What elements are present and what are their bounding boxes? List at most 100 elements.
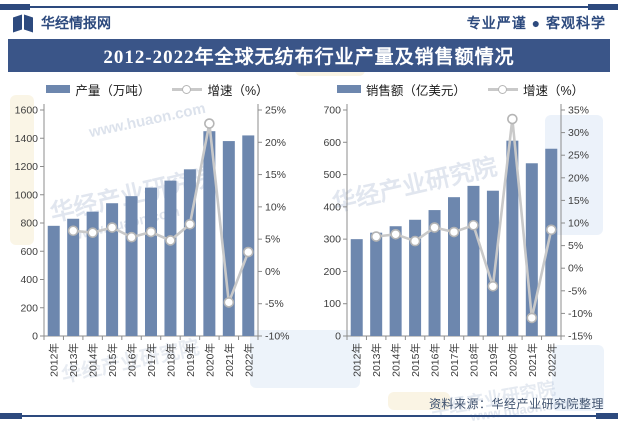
bottom-axis: [43, 336, 259, 340]
svg-text:30%: 30%: [568, 127, 589, 139]
bar: [389, 226, 402, 336]
legend-item-sales-growth: 增速（%）: [487, 80, 584, 99]
right-axis: -10% -5% 0% 5% 10% 15% 20% 25%: [258, 105, 290, 343]
svg-text:-5%: -5%: [568, 285, 587, 297]
production-legend: 产量（万吨） 增速（%）: [6, 78, 309, 100]
marker: [526, 312, 538, 324]
production-chart: 0 200 400 600 800 1000 1200 1400 1600 -10% -5% 0% 5%…: [15, 104, 290, 377]
right-axis: -15% -10% -5% 0% 5% 10% 15% 20% 25% 30% 35%: [561, 105, 593, 343]
background-blob: [388, 392, 450, 410]
svg-text:2018年: 2018年: [467, 343, 480, 377]
marker: [468, 219, 479, 231]
svg-text:-15%: -15%: [568, 331, 593, 343]
svg-text:2021年: 2021年: [526, 343, 539, 377]
svg-text:200: 200: [20, 302, 38, 314]
marker: [87, 227, 98, 238]
marker: [126, 231, 137, 243]
growth-line: [73, 123, 250, 303]
svg-text:2022年: 2022年: [545, 343, 558, 377]
left-axis: 0 100 200 300 400 500 600 700: [323, 105, 347, 343]
svg-text:5%: 5%: [265, 234, 280, 246]
svg-text:2016年: 2016年: [429, 343, 442, 377]
source-note: 资料来源：华经产业研究院整理: [428, 397, 604, 411]
svg-text:10%: 10%: [568, 218, 589, 230]
legend-item-sales: 销售额（亿美元）: [336, 80, 466, 99]
marker: [545, 224, 557, 236]
svg-text:500: 500: [323, 169, 341, 181]
svg-text:2022年: 2022年: [242, 343, 255, 377]
plot: 0 100 200 300 400 500 600 700 -15% -10% -5% 0% 5% 10%…: [323, 104, 593, 377]
bottom-divider-left-block: [0, 413, 22, 419]
svg-text:600: 600: [323, 137, 341, 149]
svg-text:700: 700: [323, 105, 341, 117]
plot: 0 200 400 600 800 1000 1200 1400 1600 -10% -5% 0% 5%…: [15, 104, 290, 377]
bar: [409, 219, 422, 336]
svg-text:35%: 35%: [568, 105, 589, 117]
bar: [370, 232, 383, 336]
svg-text:-10%: -10%: [568, 308, 593, 320]
svg-text:800: 800: [20, 218, 38, 230]
legend-label: 销售额（亿美元）: [365, 83, 466, 98]
category-labels: 2012年 2013年 2014年 2015年 2016年 2017年 2018年 2019年…: [48, 343, 256, 377]
bars: [350, 140, 558, 336]
svg-text:600: 600: [20, 246, 38, 258]
marker: [370, 231, 382, 242]
line-swatch-icon: [487, 84, 518, 94]
svg-text:2020年: 2020年: [203, 343, 216, 377]
svg-text:300: 300: [323, 234, 341, 246]
bottom-divider: [0, 413, 618, 419]
svg-text:2012年: 2012年: [351, 343, 364, 377]
svg-text:2016年: 2016年: [126, 343, 139, 377]
sales-chart-panel: 销售额（亿美元） 增速（%） 0 100 200 300 400 500 600 700 -15…: [309, 78, 612, 396]
charts-row: 产量（万吨） 增速（%） 0 200 400 600 800 1000 1200 1400 16…: [0, 78, 618, 396]
background-blob: [10, 95, 34, 245]
marker: [223, 297, 235, 308]
bar: [350, 239, 363, 336]
svg-text:5%: 5%: [568, 240, 583, 252]
marker: [390, 229, 401, 240]
bar: [125, 196, 138, 336]
bar: [47, 225, 60, 336]
bar: [448, 197, 460, 336]
production-chart-panel: 产量（万吨） 增速（%） 0 200 400 600 800 1000 1200 1400 16…: [6, 78, 309, 396]
marker: [184, 218, 196, 230]
svg-text:400: 400: [323, 201, 341, 213]
bar: [486, 190, 499, 336]
svg-text:0%: 0%: [568, 263, 583, 275]
top-divider-left-block: [0, 4, 30, 10]
svg-text:-10%: -10%: [265, 331, 290, 343]
svg-text:1600: 1600: [15, 105, 39, 117]
bar-swatch-icon: [336, 85, 361, 93]
bottom-axis: [346, 336, 562, 340]
svg-text:2015年: 2015年: [106, 343, 119, 377]
brand-name: 华经情报网: [41, 15, 111, 31]
marker: [106, 222, 118, 233]
bar: [545, 148, 558, 336]
svg-text:1200: 1200: [15, 161, 39, 173]
legend-item-production-growth: 增速（%）: [172, 80, 269, 99]
legend-item-production: 产量（万吨）: [46, 80, 150, 99]
svg-text:2015年: 2015年: [409, 343, 422, 377]
bar: [506, 140, 519, 336]
marker: [242, 246, 254, 258]
legend-label: 产量（万吨）: [75, 83, 151, 98]
svg-text:25%: 25%: [568, 150, 589, 162]
marker: [487, 280, 499, 292]
left-axis: 0 200 400 600 800 1000 1200 1400 1600: [15, 105, 44, 343]
marker: [409, 235, 421, 247]
svg-text:0: 0: [335, 331, 341, 343]
marker: [145, 226, 157, 238]
svg-text:2019年: 2019年: [184, 343, 197, 377]
svg-text:400: 400: [20, 274, 38, 286]
top-divider-right-block: [588, 4, 618, 10]
category-labels: 2012年 2013年 2014年 2015年 2016年 2017年 2018年 2019年…: [351, 343, 559, 377]
sales-legend: 销售额（亿美元） 增速（%）: [309, 78, 612, 100]
bar: [145, 187, 157, 336]
top-divider: [0, 4, 618, 10]
bar: [183, 169, 196, 336]
svg-text:100: 100: [323, 298, 341, 310]
svg-text:2014年: 2014年: [390, 343, 403, 377]
svg-text:2021年: 2021年: [223, 343, 236, 377]
markers: [370, 113, 557, 324]
